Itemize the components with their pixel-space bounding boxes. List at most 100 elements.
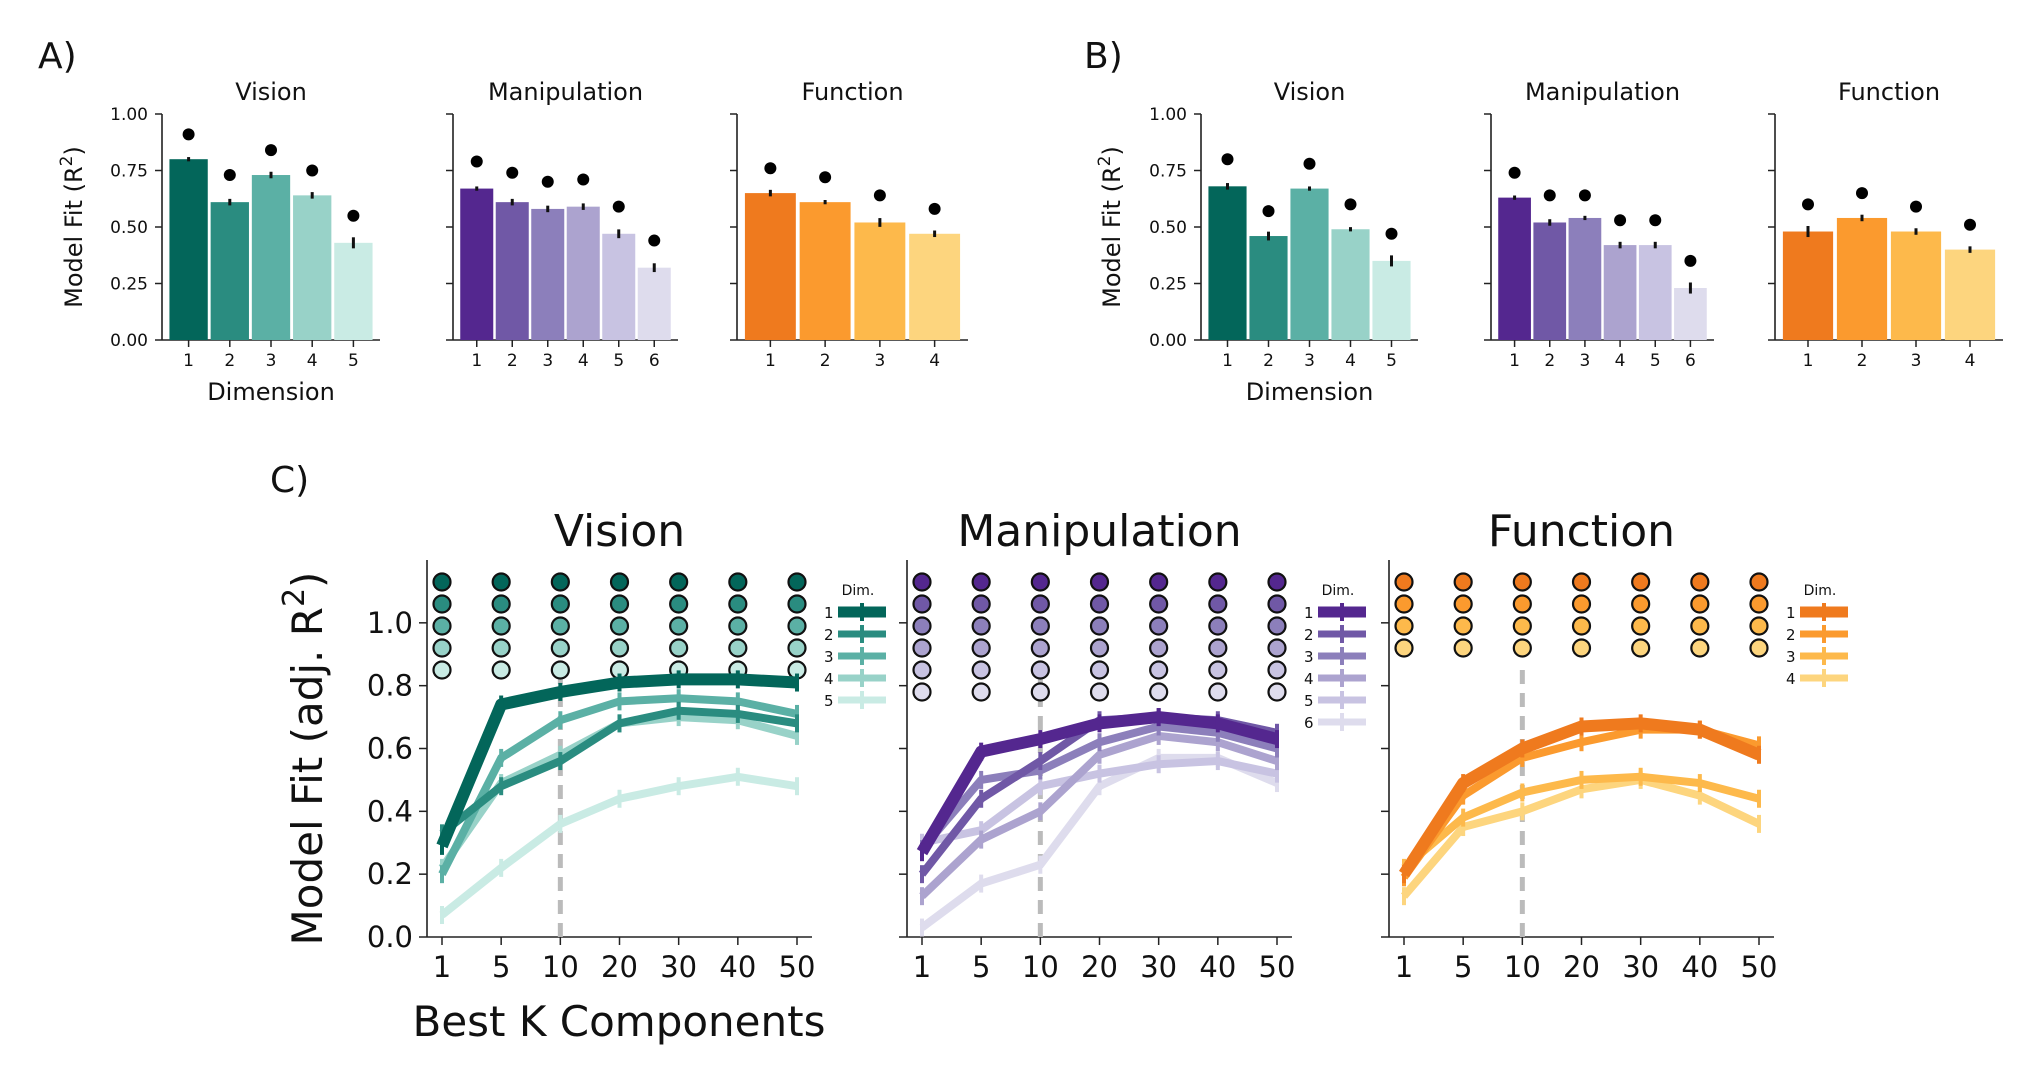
c-dimension-dot (1030, 616, 1050, 636)
b-ceiling-dot (1262, 205, 1275, 218)
a-ceiling-dot (265, 144, 277, 157)
a-ceiling-dot (764, 162, 777, 175)
panel-label-b: B) (1084, 36, 1123, 77)
c-dimension-dot (1571, 572, 1592, 592)
c-dimension-dot (669, 594, 689, 614)
c-dimension-dot (1089, 572, 1110, 592)
a-panel-title-1: Manipulation (488, 78, 643, 106)
c-legend-label: 3 (824, 648, 834, 666)
c-x-axis-label: Best K Components (413, 997, 826, 1046)
a-bar (531, 208, 565, 340)
c-dimension-dot (912, 594, 932, 614)
c-x-tick-label: 1 (913, 950, 931, 984)
a-bar (210, 202, 249, 340)
c-y-tick-label: 0.4 (367, 794, 413, 828)
b-bar (1290, 188, 1329, 340)
a-bar (854, 222, 906, 340)
b-x-tick-label: 3 (1304, 351, 1315, 371)
c-dimension-dot (1267, 616, 1287, 636)
c-x-tick-label: 30 (1622, 950, 1659, 984)
c-legend-label: 3 (1304, 648, 1314, 666)
a-bar (744, 193, 796, 340)
c-x-tick-label: 20 (601, 950, 638, 984)
c-dimension-dot (912, 572, 932, 592)
c-dimension-dot (669, 572, 689, 592)
c-dimension-dot (1631, 594, 1651, 614)
c-dimension-dot (912, 616, 932, 636)
c-x-tick-label: 40 (719, 950, 756, 984)
c-dimension-dot (550, 616, 570, 636)
a-bar (495, 202, 529, 340)
a-ceiling-dot (648, 234, 661, 247)
b-ceiling-dot (1910, 200, 1922, 213)
c-x-tick-label: 50 (779, 950, 816, 984)
c-dimension-dot (1208, 660, 1228, 680)
c-dimension-dot (1149, 660, 1169, 680)
c-dimension-dot (787, 594, 807, 614)
a-ceiling-dot (182, 128, 195, 141)
b-panel-title-0: Vision (1274, 78, 1346, 106)
c-dimension-dot (728, 572, 748, 592)
b-bar (1836, 217, 1888, 340)
b-x-tick-label: 4 (1965, 351, 1976, 371)
a-ceiling-dot (928, 202, 941, 215)
c-x-tick-label: 30 (1140, 950, 1177, 984)
c-dimension-dot (1453, 572, 1473, 592)
b-y-tick-label: 1.00 (1149, 105, 1187, 125)
b-bar (1533, 222, 1567, 340)
a-y-axis-label: Model Fit (R2) (57, 146, 88, 308)
a-y-tick-label: 0.00 (110, 331, 148, 351)
c-dimension-dot (1208, 594, 1228, 614)
c-dimension-dot (787, 638, 807, 658)
a-x-tick-label: 5 (348, 351, 359, 371)
c-dimension-dot (787, 572, 807, 592)
c-dimension-dot (1749, 572, 1769, 592)
b-x-tick-label: 1 (1222, 351, 1233, 371)
c-dimension-dot (1030, 660, 1050, 680)
c-dimension-dot (1453, 638, 1473, 658)
c-dimension-dot (971, 572, 991, 592)
a-y-tick-label: 1.00 (110, 105, 148, 125)
c-dimension-dot (1089, 660, 1110, 680)
c-y-tick-label: 0.8 (367, 669, 413, 703)
c-x-tick-label: 50 (1741, 950, 1778, 984)
c-x-tick-label: 20 (1081, 950, 1118, 984)
a-x-tick-label: 6 (649, 351, 660, 371)
b-y-tick-label: 0.50 (1149, 218, 1187, 238)
c-dimension-dot (432, 572, 452, 592)
b-bar (1782, 231, 1834, 340)
a-bar (637, 267, 671, 340)
c-dimension-dot (1149, 682, 1169, 702)
b-x-tick-label: 6 (1685, 351, 1696, 371)
c-x-tick-label: 5 (492, 950, 510, 984)
c-dimension-dot (1267, 660, 1287, 680)
b-x-tick-label: 5 (1650, 351, 1661, 371)
c-dimension-dot (1267, 682, 1287, 702)
c-dimension-dot (669, 616, 689, 636)
c-dimension-dot (971, 682, 991, 702)
b-bar (1890, 231, 1942, 340)
b-ceiling-dot (1578, 189, 1591, 202)
c-dimension-dot (1571, 616, 1592, 636)
c-series-line-2 (1400, 725, 1761, 880)
c-dimension-dot (971, 638, 991, 658)
c-dimension-dot (550, 638, 570, 658)
c-dimension-dot (1089, 594, 1110, 614)
c-dimension-dot (1267, 572, 1287, 592)
c-dimension-dot (1208, 682, 1228, 702)
c-dimension-dot (1749, 594, 1769, 614)
c-x-tick-label: 10 (1504, 950, 1541, 984)
c-dimension-dot (609, 594, 630, 614)
c-panel-title-1: Manipulation (957, 506, 1241, 557)
c-dimension-dot (971, 594, 991, 614)
c-dimension-dot (912, 660, 932, 680)
c-dimension-dot (432, 638, 452, 658)
a-panel-title-0: Vision (235, 78, 307, 106)
c-legend-title-2: Dim. (1804, 583, 1837, 599)
c-dimension-dot (1149, 638, 1169, 658)
b-ceiling-dot (1684, 254, 1697, 267)
c-legend-label: 4 (1786, 670, 1796, 688)
c-dimension-dot (1394, 572, 1414, 592)
